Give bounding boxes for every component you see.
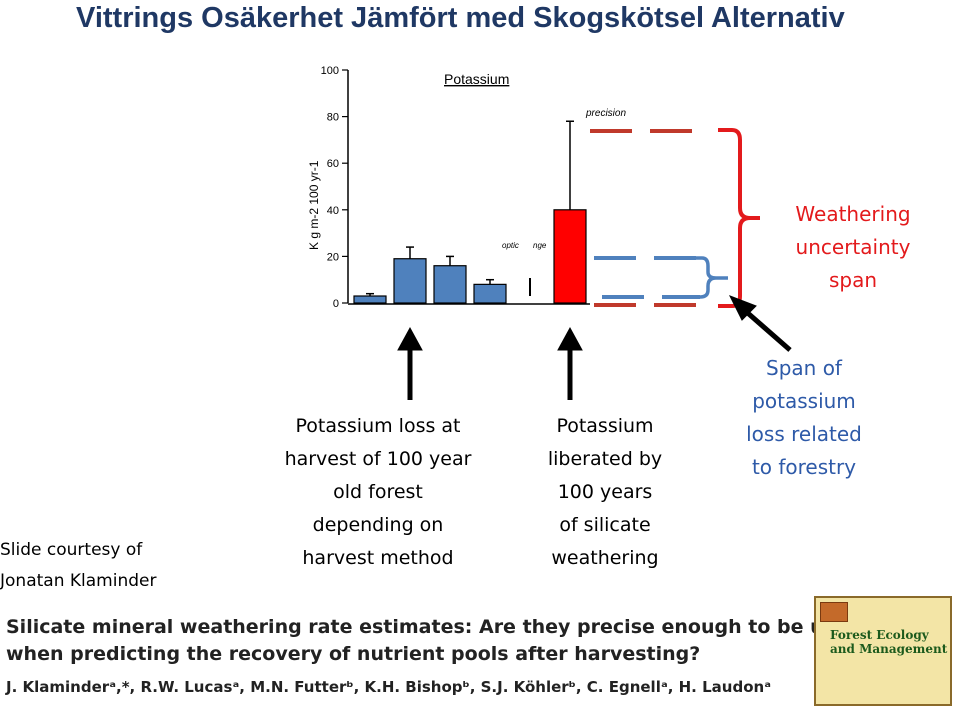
weathering-note: Potassium liberated by 100 years of sili…: [547, 415, 663, 569]
y-axis-label: K g m-2 100 yr-1: [307, 160, 321, 250]
reference-title-line2: when predicting the recovery of nutrient…: [6, 643, 701, 665]
arrow-weathering: [557, 326, 583, 400]
y-tick-label: 80: [327, 112, 339, 124]
annotation-optic: optic: [502, 241, 519, 250]
y-tick-label: 20: [327, 251, 339, 263]
reference-authors: J. Klaminderᵃ,*, R.W. Lucasᵃ, M.N. Futte…: [6, 678, 772, 696]
annotation-nge: nge: [533, 241, 547, 250]
y-tick-label: 60: [327, 158, 339, 170]
journal-cover: Forest Ecology and Management: [814, 596, 952, 706]
arrow-harvest: [397, 326, 423, 400]
y-tick-label: 40: [327, 205, 339, 217]
arrow-span: [728, 295, 792, 352]
publisher-logo-icon: [820, 602, 848, 622]
chart-title: Potassium: [444, 71, 509, 87]
reference-title-line1: Silicate mineral weathering rate estimat…: [6, 616, 877, 638]
harvest-bar: [353, 295, 387, 304]
journal-cover-title: Forest Ecology and Management: [830, 628, 948, 656]
harvest-bar: [433, 265, 467, 304]
forestry-span-note: Span of potassium loss related to forest…: [746, 356, 862, 479]
y-tick-label: 0: [333, 298, 339, 310]
weathering-uncertainty-note: Weathering uncertainty span: [795, 202, 911, 292]
harvest-note: Potassium loss at harvest of 100 year ol…: [284, 415, 472, 569]
harvest-bar: [393, 258, 427, 304]
forestry-brace: [694, 256, 728, 299]
slide-title: Vittrings Osäkerhet Jämfört med Skogsköt…: [76, 2, 845, 34]
slide-courtesy: Slide courtesy of Jonatan Klaminder: [0, 540, 157, 591]
y-tick-label: 100: [321, 65, 339, 77]
harvest-bar: [473, 283, 507, 304]
weathering-bar: [553, 209, 587, 304]
annotation-precision: precision: [585, 108, 626, 119]
